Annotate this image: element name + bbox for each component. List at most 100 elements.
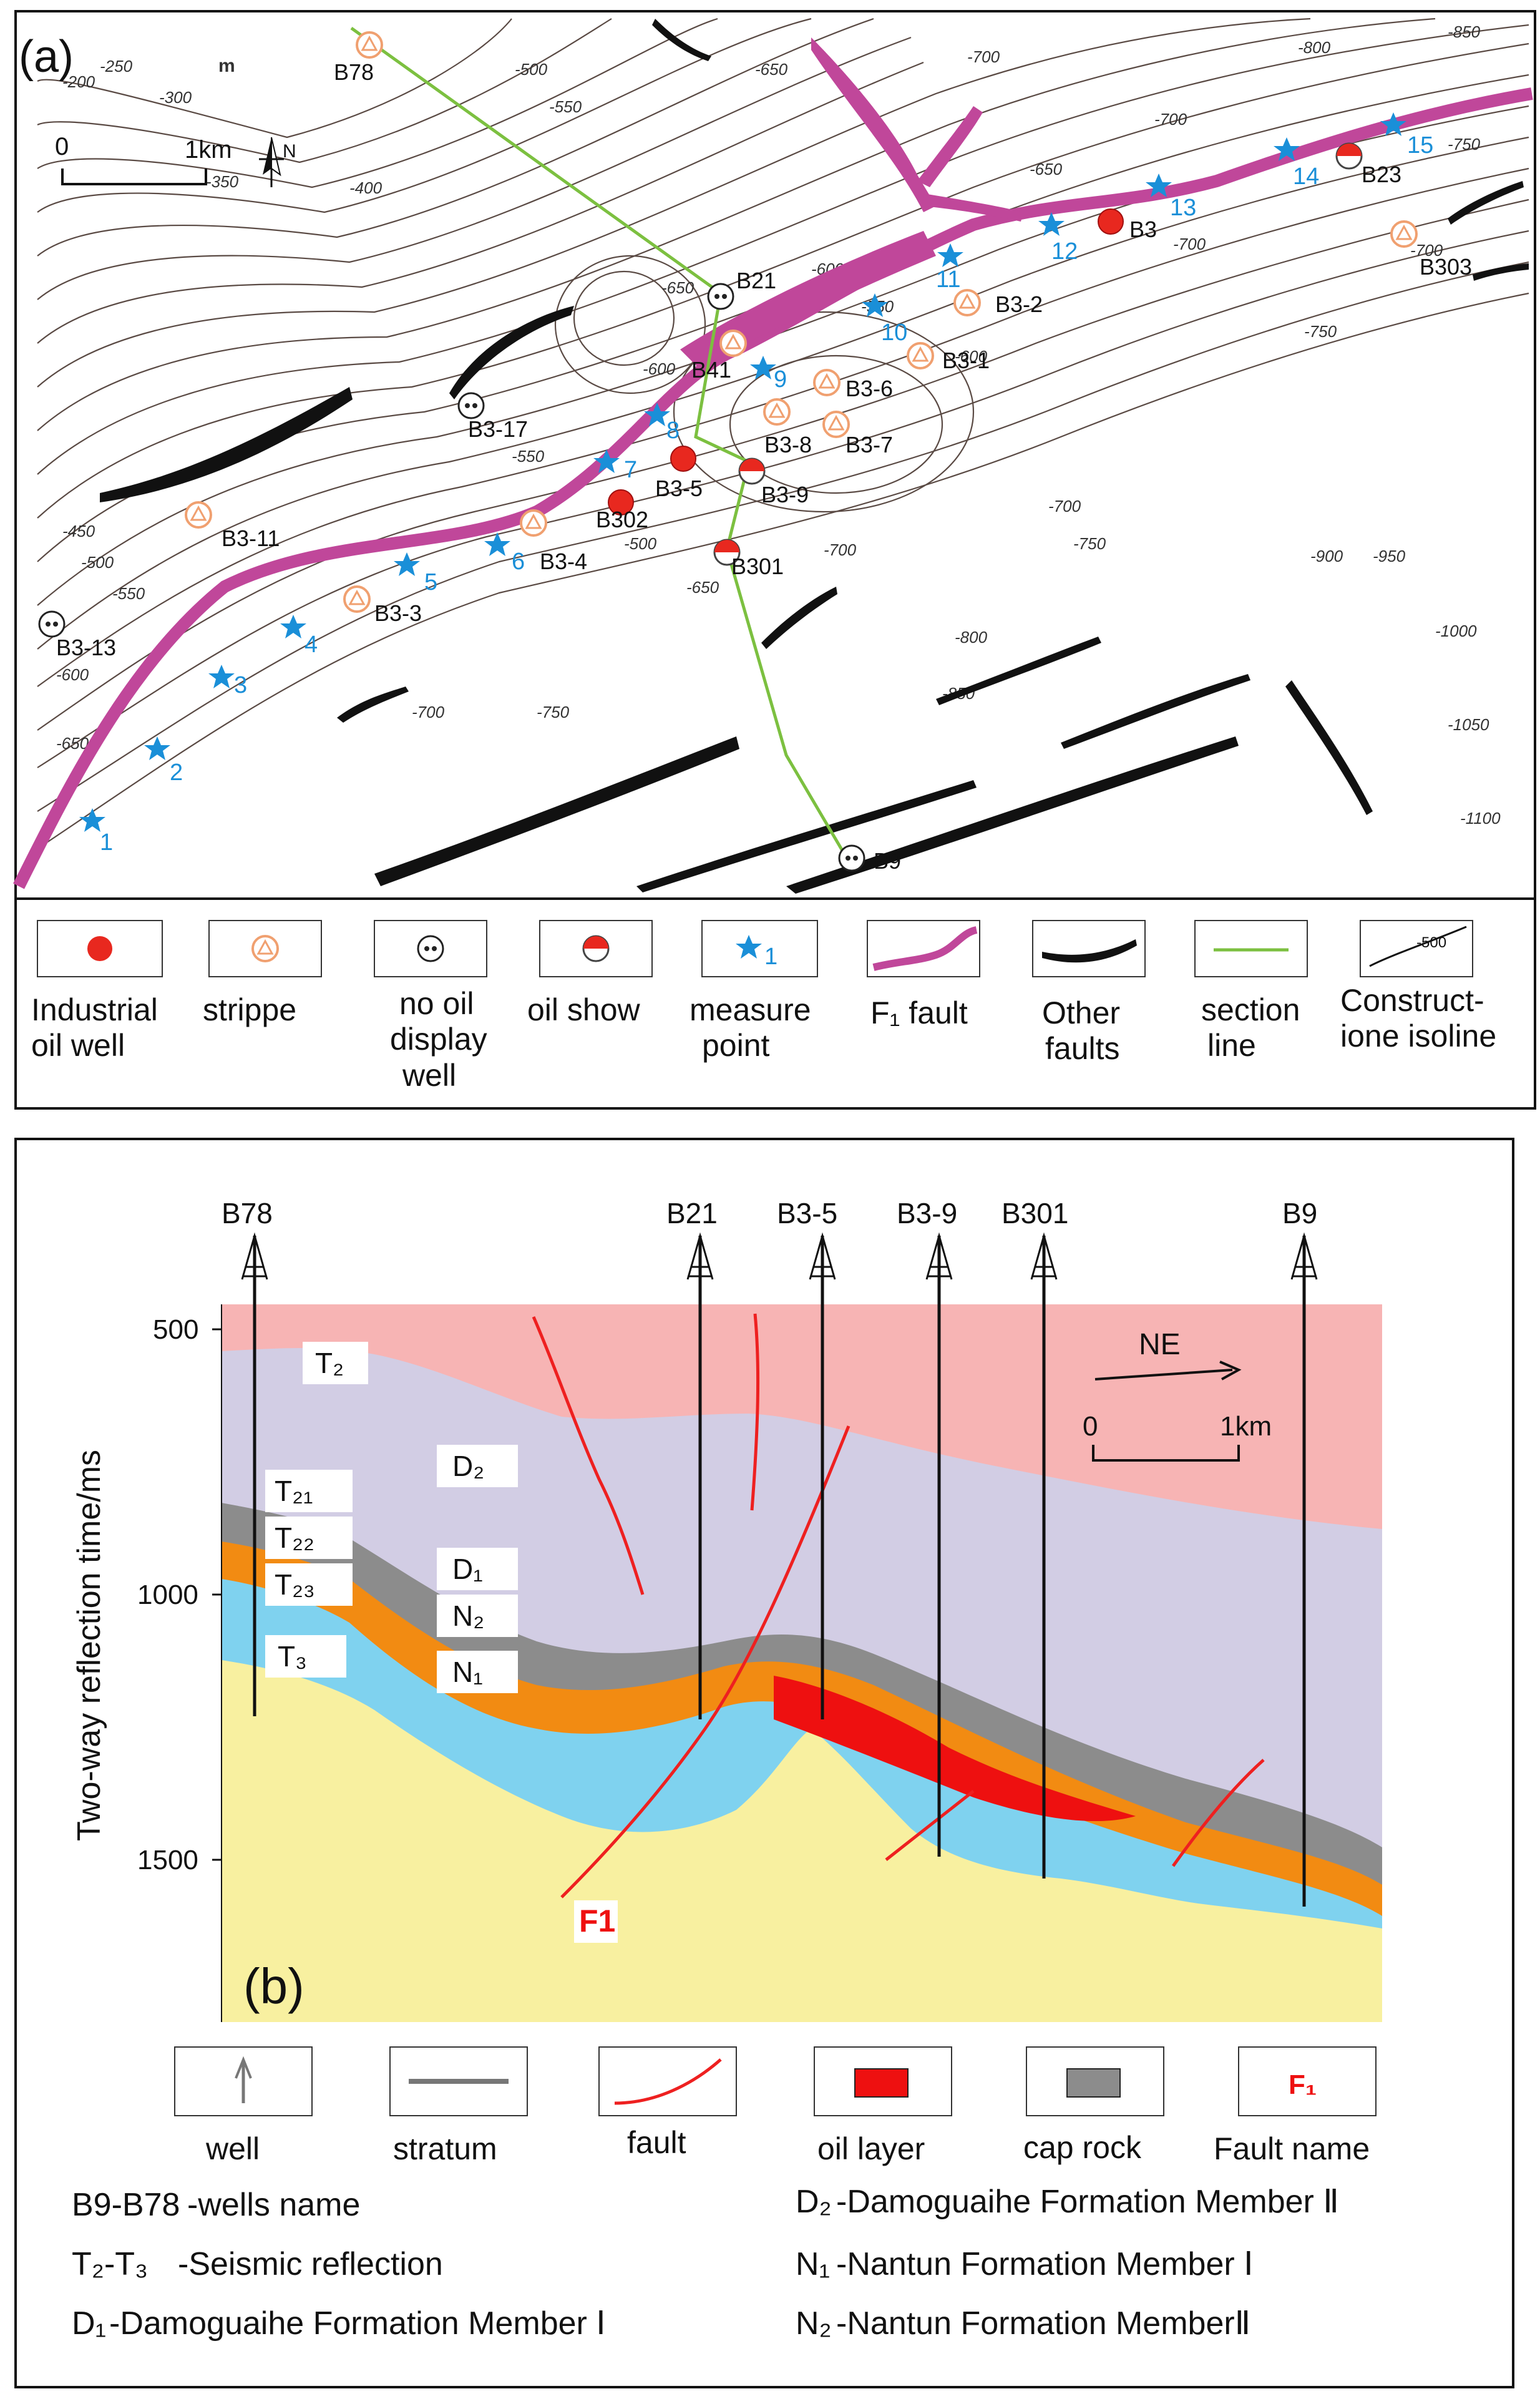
scale-bar: 0 1km: [55, 133, 232, 185]
contour-label: -650: [686, 578, 719, 597]
contour-label: -550: [512, 447, 545, 466]
other-faults: [100, 19, 1529, 894]
contour-label: -700: [824, 540, 857, 559]
contour-label: -250: [100, 57, 133, 76]
svg-text:well: well: [402, 1058, 456, 1093]
contour-label: -750: [1448, 135, 1481, 154]
svg-text:oil layer: oil layer: [817, 2131, 925, 2166]
svg-text:ione isoline: ione isoline: [1340, 1019, 1496, 1053]
measure-point-label: 1: [100, 829, 113, 856]
legend-item-stratum: stratum: [389, 2046, 528, 2166]
measure-point-star-icon: [484, 532, 510, 556]
contour-label: -550: [112, 584, 145, 603]
definitions: B9-B78 -wells name T₂-T₃ -Seismic reflec…: [72, 2184, 1339, 2342]
def-text: -Damoguaihe Formation Member Ⅰ: [109, 2305, 606, 2342]
contour-label: -350: [206, 172, 239, 191]
well-derrick-icon: [1030, 1232, 1058, 1879]
stripper-well-icon: [520, 509, 547, 537]
north-arrow-icon: N: [259, 137, 296, 187]
tag-t3: T₃: [278, 1640, 307, 1673]
tag-n1: N₁: [452, 1656, 483, 1688]
svg-text:line: line: [1207, 1028, 1256, 1063]
def-code: B9-B78: [72, 2187, 180, 2223]
section-well-label: B78: [222, 1197, 273, 1229]
north-label: N: [283, 141, 296, 162]
no-oil-well-icon: [707, 283, 734, 310]
well-derrick-icon: [925, 1232, 953, 1857]
legend-item-no-oil: no oil display well: [374, 920, 487, 1093]
measure-point-label: 7: [624, 457, 637, 483]
svg-text:faults: faults: [1045, 1031, 1120, 1066]
stripper-well-icon: [185, 501, 212, 529]
section-wells: B78 B21 B3-5 B3-9 B301 B9: [222, 1197, 1318, 1907]
contour-label: -700: [1173, 235, 1206, 253]
svg-text:section: section: [1201, 992, 1300, 1027]
unit-fragment: m: [218, 56, 235, 76]
well-label: B3-1: [942, 348, 990, 373]
stripper-well-icon: [953, 289, 981, 316]
scale-zero: 0: [1083, 1411, 1098, 1442]
contour-label: -800: [955, 628, 988, 647]
svg-text:well: well: [205, 2131, 260, 2166]
contour-label: -600: [643, 359, 676, 378]
section-well-label: B21: [666, 1197, 718, 1229]
section-well-label: B3-5: [777, 1197, 837, 1229]
fault-name-f1: F1: [579, 1903, 615, 1938]
tag-t23: T₂₃: [275, 1568, 315, 1601]
legend-item-industrial: Industrial oil well: [31, 920, 163, 1063]
tag-n2: N₂: [452, 1600, 484, 1632]
legend-item-oil-layer: oil layer: [814, 2046, 952, 2166]
svg-text:strippe: strippe: [203, 992, 296, 1027]
panel-a: -250 -200 -300 -350 -400 -450 -500 -550 …: [0, 0, 1540, 1117]
well-label: B21: [736, 268, 776, 293]
well-label: B3: [1129, 217, 1157, 242]
contour-label: -900: [1310, 547, 1343, 565]
svg-text:Construct-: Construct-: [1340, 983, 1484, 1018]
contour-label: -650: [1030, 160, 1063, 178]
well-derrick-icon: [809, 1232, 836, 1719]
stripper-well-icon: [763, 398, 791, 426]
section-well-label: B301: [1001, 1197, 1068, 1229]
well-label: B302: [596, 507, 648, 532]
stripper-well-icon: [356, 31, 383, 59]
svg-text:point: point: [702, 1028, 770, 1063]
no-oil-well-icon: [838, 844, 865, 872]
measure-point-star-icon: [862, 293, 888, 317]
seismic-section: B78 B21 B3-5 B3-9 B301 B9 T₂ T₂₁ T₂₂ T₂₃…: [14, 1138, 1514, 2388]
measure-point-label: 13: [1170, 195, 1196, 221]
contour-label: -650: [661, 278, 694, 297]
def-text: -Damoguaihe Formation Member Ⅱ: [836, 2184, 1339, 2220]
contour-label: -950: [1373, 547, 1406, 565]
no-oil-well-icon: [457, 392, 485, 419]
stripper-well-icon: [719, 330, 747, 357]
contour-label: -1000: [1435, 622, 1477, 640]
contour-label: -750: [537, 703, 570, 721]
contour-label: -700: [412, 703, 445, 721]
legend-item-stripper: strippe: [203, 920, 322, 1027]
wells: B78 B21 B41 B3-17 B3-5 B302 B3-9 B301 B3…: [38, 31, 1472, 874]
def-code: D₂: [796, 2184, 832, 2220]
contour-label: -1100: [1460, 809, 1501, 828]
contour-label: -1050: [1448, 715, 1489, 734]
oil-show-well-icon: [738, 457, 766, 485]
legend-b: well stratum fault oil layer cap rock F₁…: [174, 2046, 1377, 2166]
legend-item-fault: fault: [598, 2046, 737, 2160]
measure-point-label: 8: [666, 418, 680, 444]
scale-distance: 1km: [185, 136, 232, 164]
well-label: B3-17: [468, 416, 528, 442]
direction-scale: NE 0 1km: [1083, 1328, 1272, 1462]
measure-point-label: 12: [1051, 238, 1078, 265]
well-derrick-icon: [241, 1232, 268, 1716]
def-text: -wells name: [187, 2187, 360, 2223]
contour-label: -550: [549, 97, 582, 116]
def-code: N₁: [796, 2246, 830, 2282]
svg-text:Fault name: Fault name: [1214, 2131, 1370, 2166]
measure-point-star-icon: [1274, 137, 1300, 161]
legend-item-well: well: [174, 2046, 313, 2166]
measure-point-label: 2: [170, 760, 183, 786]
section-faults: [532, 1313, 1265, 1898]
contour-label: -850: [1448, 22, 1481, 41]
contour-label: -500: [624, 534, 657, 553]
measure-point-star-icon: [144, 736, 170, 760]
contour-label: -200: [62, 72, 95, 91]
